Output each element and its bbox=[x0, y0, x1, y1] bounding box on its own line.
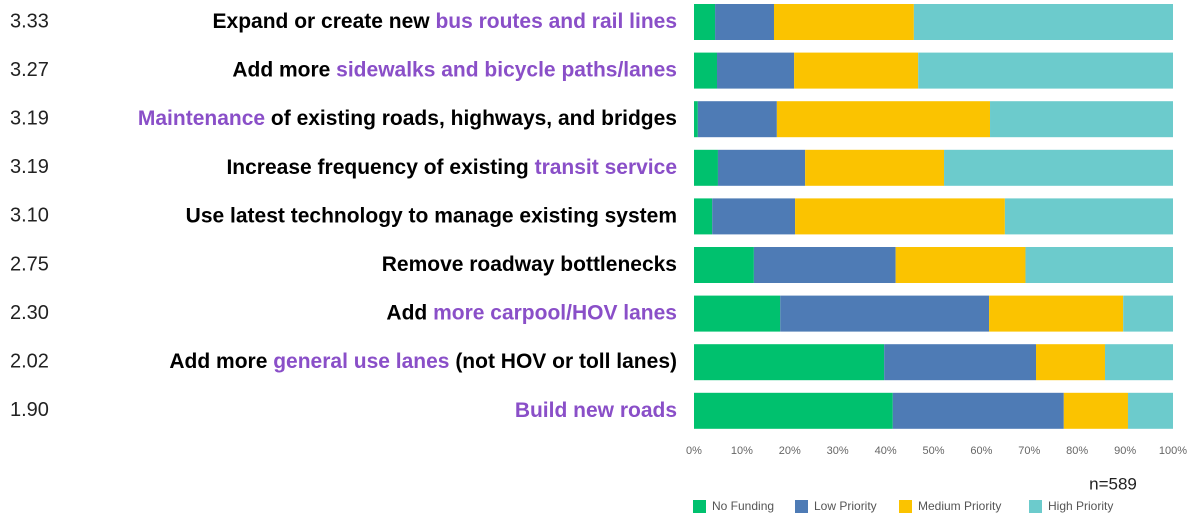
bar-segment bbox=[944, 149, 1173, 186]
category-label: Use latest technology to manage existing… bbox=[186, 204, 677, 227]
label-part: Remove roadway bottlenecks bbox=[382, 253, 677, 276]
x-tick-label: 90% bbox=[1114, 445, 1136, 457]
bar-segment bbox=[776, 101, 991, 138]
bar-segment bbox=[990, 101, 1173, 138]
label-part: Add bbox=[386, 301, 433, 324]
legend-label: Low Priority bbox=[814, 499, 877, 513]
bar-segment bbox=[694, 52, 717, 89]
category-label: Increase frequency of existing transit s… bbox=[226, 155, 677, 178]
legend-swatch bbox=[899, 500, 912, 513]
label-part: Add more bbox=[232, 58, 336, 81]
bar-segment bbox=[694, 295, 781, 332]
x-tick-label: 40% bbox=[875, 445, 897, 457]
bar-segment bbox=[715, 4, 774, 40]
x-tick-label: 60% bbox=[970, 445, 992, 457]
bar-segment bbox=[694, 101, 698, 138]
label-part: Increase frequency of existing bbox=[226, 155, 534, 178]
bar-segment bbox=[1004, 198, 1173, 235]
label-part: Use latest technology to manage existing… bbox=[186, 204, 677, 227]
bar-segment bbox=[795, 198, 1005, 235]
bar-segment bbox=[780, 295, 990, 332]
legend-label: High Priority bbox=[1048, 499, 1113, 513]
category-label: Expand or create new bus routes and rail… bbox=[213, 10, 677, 33]
x-tick-label: 10% bbox=[731, 445, 753, 457]
bar-segment bbox=[753, 247, 896, 283]
bar-segment bbox=[794, 52, 919, 89]
x-tick-label: 0% bbox=[686, 445, 702, 457]
label-part: Maintenance bbox=[138, 107, 265, 130]
legend-swatch bbox=[795, 500, 808, 513]
score: 3.33 bbox=[10, 10, 49, 32]
bar-segment bbox=[918, 52, 1173, 89]
score: 1.90 bbox=[10, 399, 49, 421]
x-tick-label: 50% bbox=[922, 445, 944, 457]
label-part: Add more bbox=[169, 350, 273, 373]
label-part: (not HOV or toll lanes) bbox=[449, 350, 677, 373]
category-label: Add more sidewalks and bicycle paths/lan… bbox=[232, 58, 677, 81]
legend-swatch bbox=[693, 500, 706, 513]
category-label: Remove roadway bottlenecks bbox=[382, 253, 677, 276]
label-part: sidewalks and bicycle paths/lanes bbox=[336, 58, 677, 81]
bar-segment bbox=[913, 4, 1173, 40]
legend-swatch bbox=[1029, 500, 1042, 513]
category-label: Add more general use lanes (not HOV or t… bbox=[169, 350, 677, 373]
bar-segment bbox=[1036, 344, 1105, 381]
score: 3.10 bbox=[10, 205, 49, 227]
x-tick-label: 20% bbox=[779, 445, 801, 457]
score: 2.02 bbox=[10, 350, 49, 372]
x-tick-label: 30% bbox=[827, 445, 849, 457]
bar-segment bbox=[697, 101, 777, 138]
category-label: Build new roads bbox=[515, 398, 677, 421]
label-part: Build new roads bbox=[515, 398, 677, 421]
bar-segment bbox=[694, 344, 885, 381]
x-tick-label: 100% bbox=[1159, 445, 1187, 457]
score: 3.19 bbox=[10, 156, 49, 178]
score: 3.27 bbox=[10, 59, 49, 81]
category-label: Add more carpool/HOV lanes bbox=[386, 301, 677, 324]
bar-segment bbox=[895, 247, 1026, 283]
bar-segment bbox=[694, 247, 754, 283]
legend-label: No Funding bbox=[712, 499, 774, 513]
bar-segment bbox=[694, 198, 713, 235]
bar-segment bbox=[892, 392, 1064, 429]
label-part: transit service bbox=[535, 155, 677, 178]
label-part: more carpool/HOV lanes bbox=[433, 301, 677, 324]
legend-label: Medium Priority bbox=[918, 499, 1001, 513]
category-label: Maintenance of existing roads, highways,… bbox=[138, 107, 677, 130]
bar-segment bbox=[1123, 295, 1173, 332]
bar-segment bbox=[717, 149, 806, 186]
bar-segment bbox=[1104, 344, 1173, 381]
bar-segment bbox=[884, 344, 1037, 381]
x-tick-label: 70% bbox=[1018, 445, 1040, 457]
bar-segment bbox=[989, 295, 1124, 332]
bar-segment bbox=[694, 392, 893, 429]
sample-size: n=589 bbox=[1089, 474, 1137, 493]
bar-segment bbox=[1025, 247, 1173, 283]
label-part: of existing roads, highways, and bridges bbox=[265, 107, 677, 130]
bar-segment bbox=[773, 4, 914, 40]
bar-segment bbox=[805, 149, 945, 186]
score: 3.19 bbox=[10, 107, 49, 129]
bar-segment bbox=[1127, 392, 1173, 429]
label-part: Expand or create new bbox=[213, 10, 436, 33]
bar-segment bbox=[712, 198, 796, 235]
score: 2.30 bbox=[10, 302, 49, 324]
label-part: general use lanes bbox=[273, 350, 449, 373]
bar-segment bbox=[694, 4, 716, 40]
bar-segment bbox=[694, 149, 718, 186]
bar-segment bbox=[716, 52, 795, 89]
label-part: bus routes and rail lines bbox=[435, 10, 677, 33]
bar-segment bbox=[1063, 392, 1128, 429]
score: 2.75 bbox=[10, 253, 49, 275]
x-tick-label: 80% bbox=[1066, 445, 1088, 457]
